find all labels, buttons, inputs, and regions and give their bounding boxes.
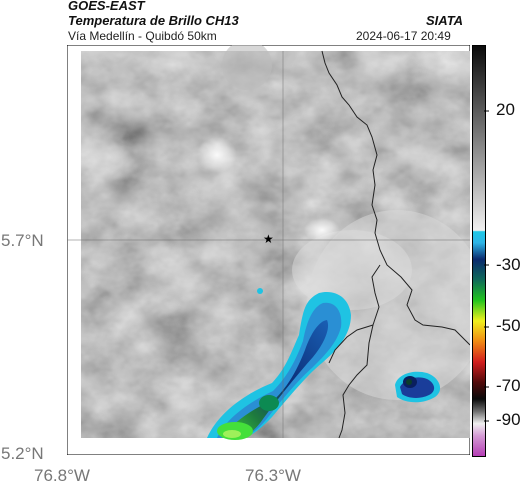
- colorbar-ticks: [484, 110, 489, 422]
- lat-label-5-7: 5.7°N: [1, 231, 44, 250]
- lon-label-76-8: 76.8°W: [34, 466, 90, 485]
- satellite-imagery: [81, 45, 470, 440]
- agency-label: SIATA: [426, 13, 464, 28]
- colorbar-label-minus-90: -90: [496, 410, 521, 429]
- temperature-colorbar: [472, 45, 486, 457]
- satellite-source: GOES-EAST: [68, 0, 145, 13]
- colorbar-label-minus-70: -70: [496, 376, 521, 395]
- colorbar-label-20: 20: [496, 100, 515, 119]
- cold-cloud-band: [207, 288, 351, 440]
- route-subtitle: Vía Medellín - Quibdó 50km: [68, 29, 217, 43]
- brightness-temperature-map: ★: [67, 45, 470, 455]
- colorbar-label-minus-30: -30: [496, 255, 521, 274]
- lat-label-5-2: 5.2°N: [1, 444, 44, 463]
- department-borders: [321, 50, 470, 439]
- datetime-label: 2024-06-17 20:49: [356, 29, 451, 43]
- colorbar-label-minus-50: -50: [496, 316, 521, 335]
- cold-cloud-cell-east: [395, 371, 441, 403]
- star-icon: ★: [263, 232, 274, 246]
- product-title: Temperatura de Brillo CH13: [68, 13, 239, 28]
- lon-label-76-3: 76.3°W: [245, 466, 301, 485]
